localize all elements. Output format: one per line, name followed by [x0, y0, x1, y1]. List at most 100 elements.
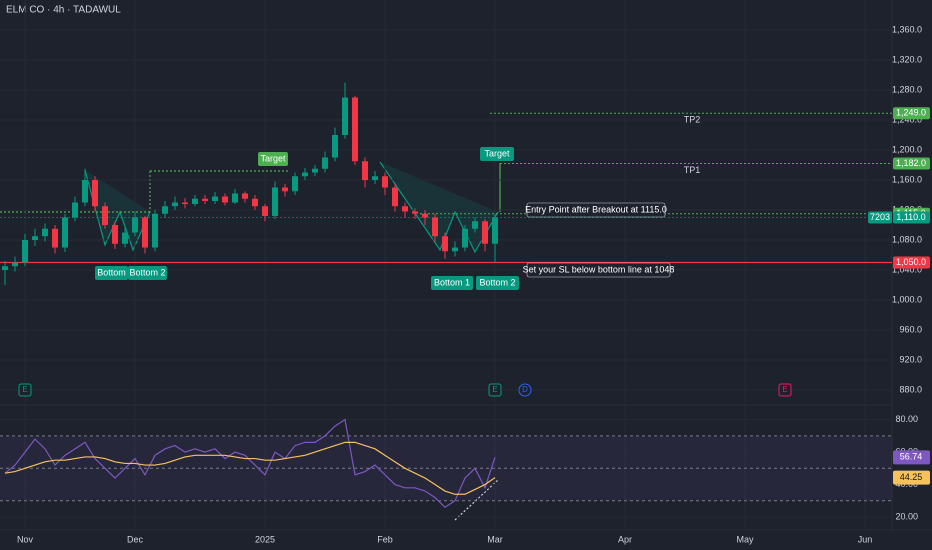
- event-label: E: [782, 385, 787, 394]
- rsi-ma-badge-label: 44.25: [900, 472, 923, 482]
- price-badge: [893, 157, 930, 170]
- event-marker: [778, 383, 792, 397]
- candle-body: [72, 202, 78, 218]
- event-marker: [488, 383, 502, 397]
- candle-body: [422, 213, 428, 218]
- annotation-text: Bottom: [97, 267, 126, 277]
- annotation-text: Entry Point after Breakout at 1115.0: [525, 204, 667, 214]
- y-tick-label: 1,320.0: [892, 54, 922, 64]
- x-tick-label: Apr: [618, 534, 632, 544]
- candle-body: [182, 202, 188, 204]
- event-marker: [18, 383, 32, 397]
- candle-body: [172, 202, 178, 207]
- annotation-text: Bottom 2: [479, 277, 515, 287]
- x-tick-label: 2025: [255, 534, 275, 544]
- y-tick-label: 880.0: [899, 384, 922, 394]
- annotation-box: [258, 152, 288, 166]
- candle-body: [412, 211, 418, 214]
- candle-body: [262, 206, 268, 216]
- candle-body: [472, 221, 478, 229]
- candle-body: [162, 206, 168, 214]
- x-tick-label: Nov: [17, 534, 34, 544]
- y-tick-label: 20.00: [895, 511, 918, 521]
- level-name: TP2: [684, 115, 701, 125]
- candle-body: [32, 236, 38, 240]
- candle-body: [222, 196, 228, 203]
- candle-body: [92, 180, 98, 207]
- annotation-box: [476, 276, 519, 290]
- rsi-line: [4, 418, 496, 509]
- candle-body: [232, 193, 238, 203]
- candle-body: [362, 161, 368, 180]
- candle-body: [372, 176, 378, 180]
- candle-body: [402, 206, 408, 212]
- y-tick-label: 1,240.0: [892, 114, 922, 124]
- event-label: E: [492, 385, 497, 394]
- candle-body: [122, 232, 128, 244]
- candle-body: [482, 221, 488, 244]
- y-tick-label: 1,160.0: [892, 174, 922, 184]
- y-tick-label: 1,280.0: [892, 84, 922, 94]
- x-tick-label: Jun: [858, 534, 873, 544]
- price-badge-label: 1,110.0: [896, 212, 925, 222]
- y-tick-label: 1,360.0: [892, 24, 922, 34]
- candle-body: [282, 187, 288, 192]
- candle-body: [432, 217, 438, 237]
- x-tick-label: Feb: [377, 534, 393, 544]
- candle-body: [302, 172, 308, 177]
- price-badge-label: 1,050.0: [896, 257, 926, 267]
- candle-body: [382, 176, 388, 188]
- annotation-box: [526, 262, 671, 278]
- divergence-line: [454, 479, 499, 521]
- annotation-text: Bottom 2: [129, 267, 165, 277]
- annotation-box: [128, 266, 167, 280]
- candle-body: [242, 193, 248, 199]
- candle-body: [52, 228, 58, 248]
- annotation-box: [431, 276, 473, 290]
- y-tick-label: 960.0: [899, 324, 922, 334]
- candle-body: [252, 198, 258, 207]
- event-label: D: [522, 385, 528, 394]
- countdown-label: 7203: [870, 212, 890, 222]
- rsi-ma-line: [4, 441, 496, 495]
- candle-body: [42, 228, 48, 237]
- candle-body: [152, 213, 158, 248]
- candle-body: [292, 176, 298, 192]
- event-label: E: [22, 385, 27, 394]
- rsi-ma-badge: [893, 470, 930, 485]
- rsi-badge-label: 56.74: [900, 452, 923, 462]
- candle-body: [492, 217, 498, 244]
- y-tick-label: 1,080.0: [892, 234, 922, 244]
- candle-body: [272, 187, 278, 216]
- annotation-box: [480, 147, 514, 161]
- event-marker: [518, 383, 532, 397]
- price-badge-label: 1,249.0: [896, 108, 926, 118]
- x-tick-label: Dec: [127, 534, 144, 544]
- rsi-badge: [893, 450, 930, 465]
- candle-body: [82, 180, 88, 203]
- level-name: TP1: [684, 165, 701, 175]
- countdown-badge: [868, 211, 892, 224]
- candle-body: [192, 198, 198, 204]
- candle-body: [2, 266, 8, 270]
- x-tick-label: May: [736, 534, 754, 544]
- candle-body: [392, 187, 398, 207]
- y-tick-label: 1,200.0: [892, 144, 922, 154]
- y-tick-label: 920.0: [899, 354, 922, 364]
- candle-body: [132, 217, 138, 233]
- annotation-text: Set your SL below bottom line at 1048: [523, 264, 675, 274]
- candle-body: [322, 157, 328, 169]
- y-tick-label: 1,000.0: [892, 294, 922, 304]
- candle-body: [442, 236, 448, 252]
- candle-body: [112, 225, 118, 244]
- x-tick-label: Mar: [487, 534, 503, 544]
- candle-body: [332, 135, 338, 158]
- annotation-text: Bottom 1: [434, 277, 470, 287]
- candle-body: [452, 247, 458, 252]
- candle-body: [142, 217, 148, 248]
- candle-body: [212, 196, 218, 201]
- candle-body: [102, 206, 108, 225]
- annotation-text: Target: [484, 148, 510, 158]
- candle-body: [312, 168, 318, 173]
